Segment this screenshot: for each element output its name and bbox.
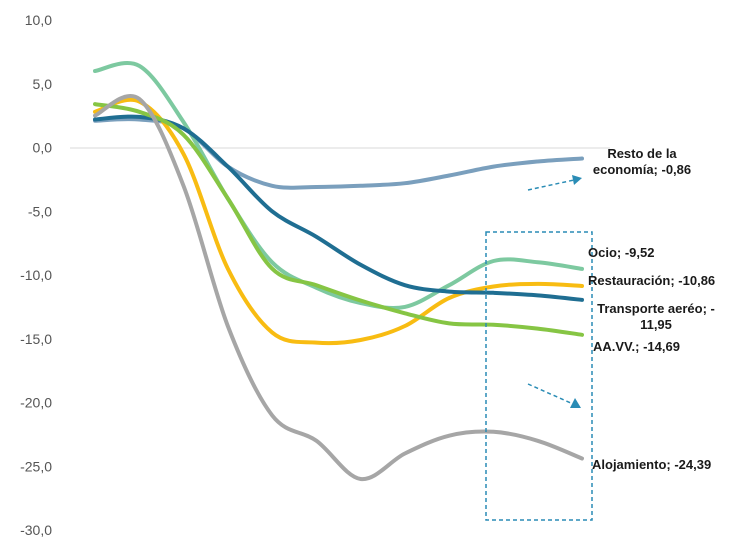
trend-arrow-down — [527, 383, 581, 408]
series-data-label: AA.VV.; -14,69 — [593, 339, 680, 354]
series-data-label: Restauración; -10,86 — [588, 273, 715, 288]
y-tick-label: 10,0 — [25, 12, 52, 28]
trend-arrow-up — [527, 175, 582, 191]
series-data-label: Transporte aeréo; -11,95 — [597, 301, 715, 332]
y-axis: 10,0 5,0 0,0 -5,0 -10,0 -15,0 -20,0 -25,0 -30,0 — [20, 12, 52, 537]
y-tick-label: -5,0 — [28, 203, 52, 219]
y-tick-label: 0,0 — [33, 140, 53, 156]
y-tick-label: -30,0 — [20, 522, 52, 537]
y-tick-label: -10,0 — [20, 267, 52, 283]
series-labels: Resto de la economía; -0,86 Ocio; -9,52 Res… — [588, 146, 715, 472]
highlight-box — [485, 231, 593, 521]
series-data-label: Ocio; -9,52 — [588, 245, 654, 260]
series-data-label: Resto de la economía; -0,86 — [593, 146, 691, 177]
series-line — [93, 94, 584, 482]
y-tick-label: 5,0 — [33, 76, 53, 92]
series-line — [93, 102, 584, 337]
y-tick-label: -25,0 — [20, 458, 52, 474]
series-line — [93, 97, 584, 346]
series-line — [93, 114, 584, 302]
y-tick-label: -15,0 — [20, 331, 52, 347]
series-lines — [93, 61, 584, 482]
series-data-label: Alojamiento; -24,39 — [592, 457, 711, 472]
y-tick-label: -20,0 — [20, 395, 52, 411]
series-line — [93, 61, 584, 311]
